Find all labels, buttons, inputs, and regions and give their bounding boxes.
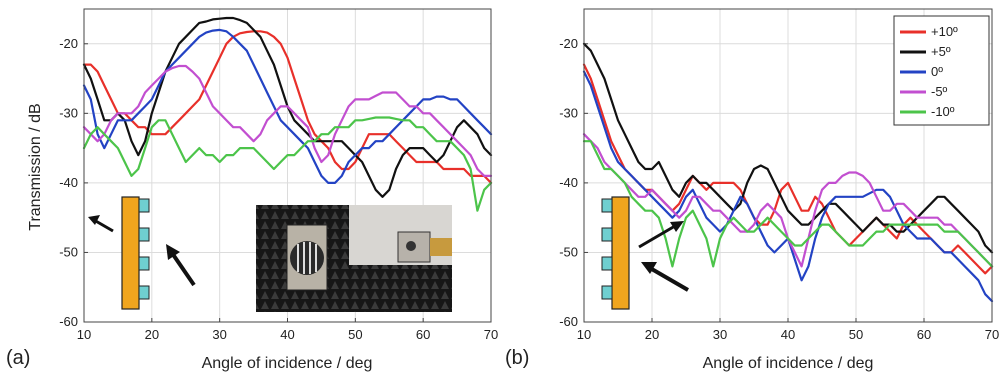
x-tick-label: 40 bbox=[781, 327, 795, 342]
x-tick-label: 30 bbox=[713, 327, 727, 342]
legend-label: +10º bbox=[931, 24, 958, 39]
y-tick-label: -50 bbox=[559, 244, 578, 259]
legend-item: 0º bbox=[900, 64, 943, 79]
series-line bbox=[82, 116, 493, 212]
series-group-a bbox=[82, 16, 493, 212]
plot-frame-b bbox=[583, 8, 993, 323]
x-tick-label: 60 bbox=[416, 327, 430, 342]
measurement-photo-inset bbox=[256, 205, 452, 312]
y-tick-label: -20 bbox=[559, 36, 578, 51]
series-line bbox=[82, 64, 493, 177]
y-tick-label: -20 bbox=[59, 36, 78, 51]
x-tick-label: 70 bbox=[484, 327, 498, 342]
tick-labels-a: 10 20 30 40 50 60 70 -60 -50 -40 -30 -20 bbox=[59, 36, 498, 342]
legend-label: 0º bbox=[931, 64, 943, 79]
tick-labels-b: 10 20 30 40 50 60 70 -60 -50 -40 -30 -20 bbox=[559, 36, 999, 342]
x-tick-label: 60 bbox=[917, 327, 931, 342]
y-tick-label: -60 bbox=[59, 314, 78, 329]
x-axis-label-b: Angle of incidence / deg bbox=[703, 355, 874, 372]
x-tick-label: 10 bbox=[577, 327, 591, 342]
panel-label-b: (b) bbox=[505, 347, 529, 369]
x-tick-label: 50 bbox=[849, 327, 863, 342]
legend-label: -5º bbox=[931, 84, 948, 99]
x-tick-label: 70 bbox=[985, 327, 999, 342]
legend-label: -10º bbox=[931, 104, 955, 119]
y-tick-label: -40 bbox=[559, 175, 578, 190]
metasurface-diagram-a bbox=[121, 196, 150, 310]
y-tick-label: -30 bbox=[559, 105, 578, 120]
x-tick-label: 30 bbox=[212, 327, 226, 342]
incident-arrow-icon bbox=[166, 244, 196, 287]
x-axis-label-a: Angle of incidence / deg bbox=[202, 355, 373, 372]
panel-a: 10 20 30 40 50 60 70 -60 -50 -40 -30 -20 bbox=[6, 8, 498, 372]
incident-arrow-icon bbox=[641, 262, 690, 292]
transmitted-arrow-icon bbox=[638, 221, 684, 249]
x-tick-label: 20 bbox=[645, 327, 659, 342]
legend-item: +5º bbox=[900, 44, 951, 59]
series-group-b bbox=[582, 42, 994, 303]
plot-frame-a bbox=[83, 8, 492, 323]
series-line bbox=[582, 42, 994, 254]
transmitted-arrow-icon bbox=[88, 215, 114, 233]
x-tick-label: 20 bbox=[145, 327, 159, 342]
series-line bbox=[82, 28, 493, 184]
x-tick-label: 40 bbox=[280, 327, 294, 342]
x-tick-label: 10 bbox=[77, 327, 91, 342]
legend-label: +5º bbox=[931, 44, 951, 59]
legend-item: +10º bbox=[900, 24, 958, 39]
y-tick-label: -30 bbox=[59, 105, 78, 120]
legend: +10º +5º 0º -5º -10º bbox=[893, 15, 990, 126]
x-tick-label: 50 bbox=[348, 327, 362, 342]
y-axis-label-a: Transmission / dB bbox=[27, 103, 44, 230]
metasurface-diagram-b bbox=[601, 196, 630, 310]
y-tick-label: -40 bbox=[59, 175, 78, 190]
panel-label-a: (a) bbox=[6, 347, 30, 369]
series-line bbox=[582, 140, 994, 268]
y-tick-label: -60 bbox=[559, 314, 578, 329]
y-tick-label: -50 bbox=[59, 244, 78, 259]
series-line bbox=[82, 30, 493, 184]
legend-item: -5º bbox=[900, 84, 948, 99]
panel-b: 10 20 30 40 50 60 70 -60 -50 -40 -30 -20 +10º bbox=[505, 8, 999, 372]
legend-item: -10º bbox=[900, 104, 955, 119]
